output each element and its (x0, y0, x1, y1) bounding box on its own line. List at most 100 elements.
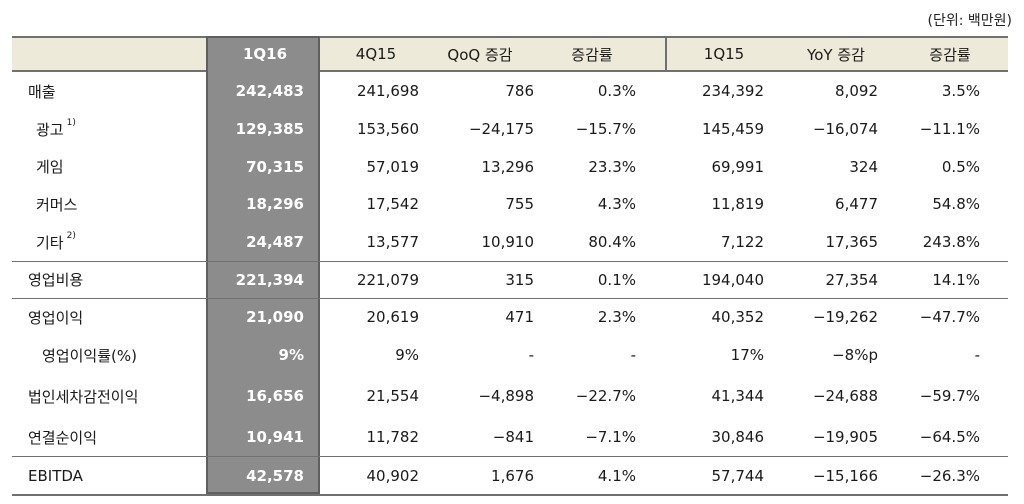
table-cell: - (630, 346, 636, 364)
table-row: 매출 242,483 241,698 786 0.3% 234,392 8,092 3.5% (12, 72, 1008, 110)
table-cell: 221,079 (356, 270, 419, 289)
column-header: 증감률 (929, 45, 971, 64)
table-cell: 30,846 (711, 428, 765, 446)
table-cell: 21,090 (246, 308, 304, 326)
table-cell: 41,344 (711, 387, 765, 405)
table-cell: −8%p (832, 346, 878, 364)
table-cell: 755 (505, 195, 534, 213)
table-row: 영업이익률(%) 9% 9% - - 17% −8%p - (12, 336, 1008, 374)
row-label: 법인세차감전이익 (28, 374, 138, 418)
table-cell: −64.5% (919, 428, 980, 446)
row-label: 영업이익률(%) (42, 336, 137, 374)
row-label-text: 매출 (28, 82, 56, 101)
row-label-text: 기타 (36, 233, 64, 252)
table-cell: 27,354 (825, 270, 879, 289)
row-separator (12, 261, 1008, 262)
footnote-marker: 2) (66, 231, 76, 241)
table-cell: - (974, 346, 980, 364)
highlight-column (206, 36, 320, 494)
table-cell: 324 (849, 157, 878, 176)
row-label: 커머스 (36, 185, 77, 223)
table-row: 기타 2) 24,487 13,577 10,910 80.4% 7,122 17,365 24… (12, 223, 1008, 261)
table-cell: 17,542 (366, 195, 420, 213)
table-cell: 23.3% (588, 157, 636, 176)
table-cell: 2.3% (597, 308, 636, 326)
row-label: 연결순이익 (28, 418, 97, 456)
table-row: EBITDA 42,578 40,902 1,676 4.1% 57,744 −15,166… (12, 456, 1008, 496)
table-cell: 40,352 (711, 308, 765, 326)
table-cell: 57,019 (366, 157, 420, 176)
table-cell: 7,122 (721, 233, 764, 251)
table-cell: 221,394 (235, 270, 304, 289)
table-cell: 11,782 (366, 428, 420, 446)
table-header (12, 36, 1008, 72)
table-cell: 4.1% (597, 467, 636, 485)
table-cell: 315 (505, 270, 534, 289)
table-cell: −16,074 (812, 120, 878, 138)
table-cell: 70,315 (246, 157, 304, 176)
table-cell: 16,656 (246, 387, 304, 405)
table-cell: 241,698 (356, 82, 419, 100)
table-cell: 9% (278, 346, 304, 364)
table-cell: 57,744 (711, 467, 765, 485)
table-cell: 10,910 (481, 233, 535, 251)
table-cell: 1,676 (491, 467, 534, 485)
table-cell: −47.7% (919, 308, 980, 326)
table-cell: 24,487 (246, 233, 304, 251)
row-label: 게임 (36, 148, 64, 185)
table-cell: 0.1% (597, 270, 636, 289)
table-row: 연결순이익 10,941 11,782 −841 −7.1% 30,846 −19,905 −… (12, 418, 1008, 456)
row-label-text: 영업이익 (28, 308, 84, 327)
table-cell: −841 (492, 428, 534, 446)
row-label-text: 법인세차감전이익 (28, 387, 139, 406)
table-cell: −19,262 (812, 308, 878, 326)
table-cell: 4.3% (597, 195, 636, 213)
row-label-text: 광고 (36, 120, 64, 139)
table-cell: 0.5% (941, 157, 980, 176)
table-cell: 786 (505, 82, 534, 100)
table-cell: 13,577 (366, 233, 420, 251)
table-cell: 8,092 (835, 82, 878, 100)
row-label-text: 영업비용 (28, 271, 84, 289)
table-cell: 242,483 (235, 82, 304, 100)
row-label: 매출 (28, 72, 56, 110)
table-cell: 13,296 (481, 157, 535, 176)
table-cell: −24,175 (468, 120, 534, 138)
table-row: 광고 1) 129,385 153,560 −24,175 −15.7% 145,459 −1… (12, 110, 1008, 148)
table-cell: 145,459 (701, 120, 764, 138)
header-row: 1Q16 4Q15 QoQ 증감 증감률 1Q15 YoY 증감 증감률 (12, 36, 1008, 72)
table-cell: −15.7% (575, 120, 636, 138)
row-label-text: 게임 (36, 158, 64, 176)
table-cell: 153,560 (356, 120, 419, 138)
row-label-text: EBITDA (28, 467, 83, 485)
table-cell: 20,619 (366, 308, 420, 326)
row-label-text: 영업이익률(%) (42, 346, 137, 365)
row-label-text: 커머스 (36, 195, 78, 214)
table-row: 커머스 18,296 17,542 755 4.3% 11,819 6,477 54.8% (12, 185, 1008, 223)
table-cell: 0.3% (597, 82, 636, 100)
column-header: QoQ 증감 (447, 45, 513, 64)
table-cell: −4,898 (478, 387, 534, 405)
row-label: 영업비용 (28, 261, 83, 298)
column-header: 4Q15 (355, 45, 397, 63)
table-cell: 17% (730, 346, 764, 364)
table-cell: 471 (505, 308, 534, 326)
table-cell: 14.1% (932, 270, 980, 289)
row-separator (12, 456, 1008, 457)
column-header: 증감률 (571, 45, 613, 64)
table-cell: 21,554 (366, 387, 420, 405)
row-label-text: 연결순이익 (28, 428, 98, 447)
table-cell: 69,991 (711, 157, 765, 176)
table-row: 게임 70,315 57,019 13,296 23.3% 69,991 324 0.5% (12, 148, 1008, 185)
table-cell: 17,365 (825, 233, 879, 251)
table-cell: 11,819 (711, 195, 765, 213)
table-cell: - (528, 346, 534, 364)
table-cell: −7.1% (585, 428, 636, 446)
row-label: EBITDA (28, 456, 83, 496)
footnote-marker: 1) (66, 118, 76, 128)
table-cell: 80.4% (588, 233, 636, 251)
table-cell: 42,578 (246, 467, 304, 485)
row-label: 기타 2) (36, 223, 76, 261)
column-header: 1Q15 (703, 45, 745, 63)
header-divider (665, 36, 667, 72)
